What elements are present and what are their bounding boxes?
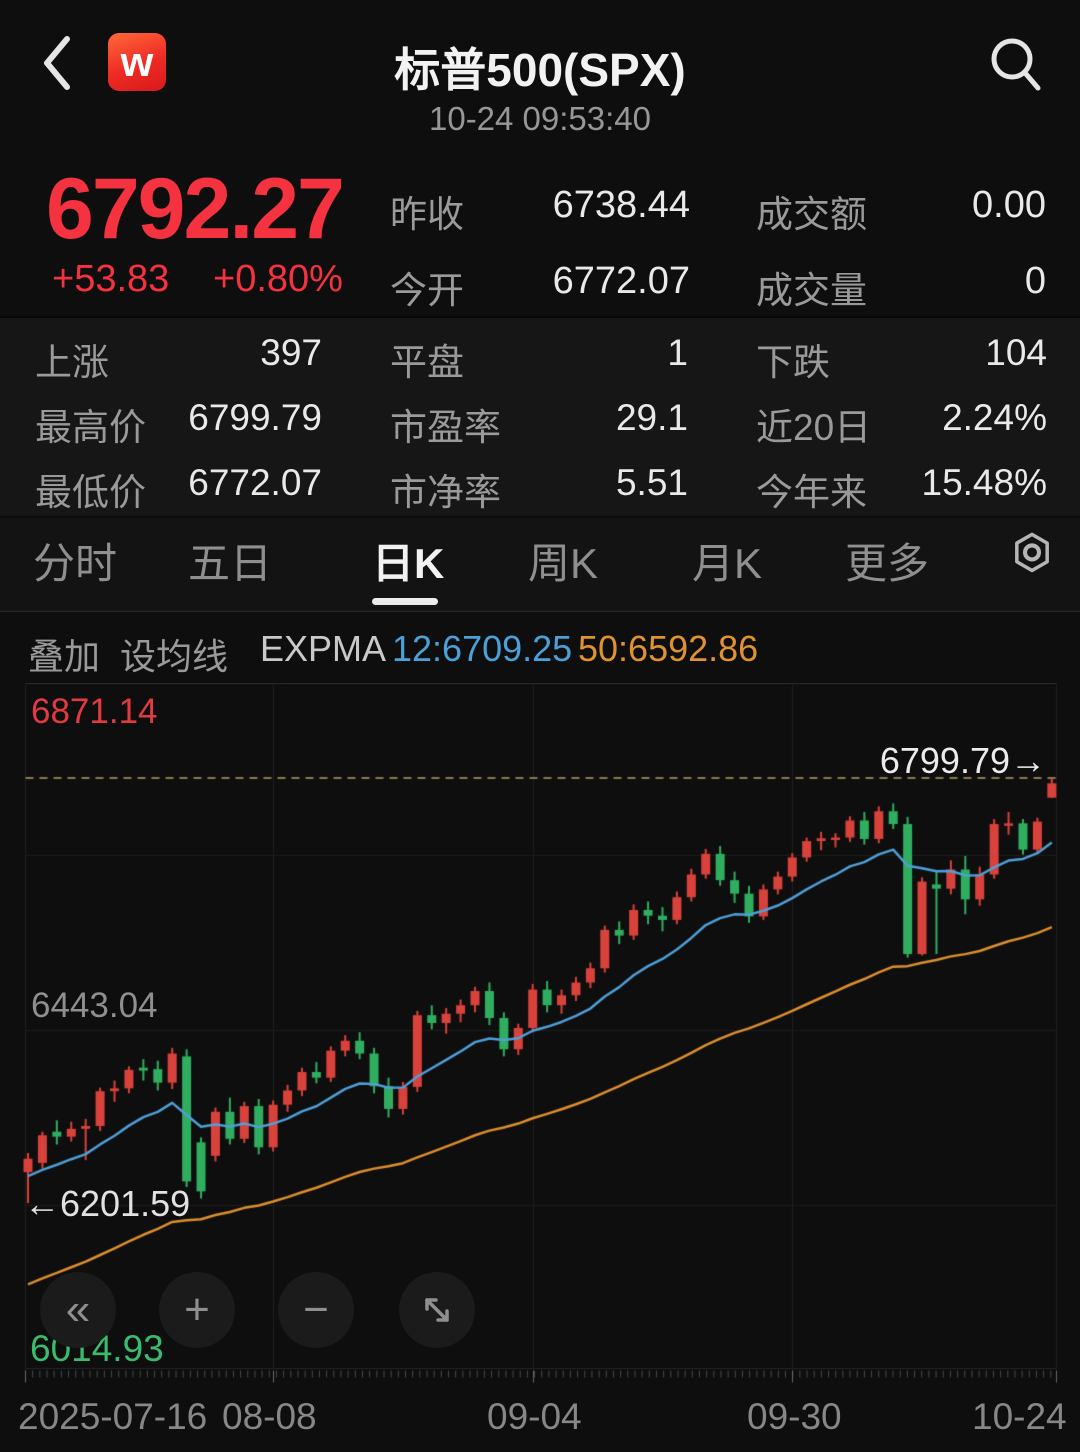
min-price-marker: ←6201.59: [24, 1183, 190, 1225]
zoom-in-button[interactable]: +: [159, 1272, 235, 1348]
unchanged-label: 平盘: [390, 342, 464, 383]
price-change-pct: +0.80%: [213, 258, 343, 300]
open-value: 6772.07: [552, 260, 690, 302]
turnover-label: 成交额: [756, 194, 867, 235]
back-button[interactable]: [40, 28, 100, 98]
x-axis-label: 09-04: [487, 1396, 582, 1437]
day-high-value: 6799.79: [188, 397, 322, 438]
quote-timestamp: 10-24 09:53:40: [428, 100, 652, 137]
pb-label: 市净率: [390, 472, 501, 513]
rewind-button[interactable]: «: [40, 1272, 116, 1348]
gear-icon: [1015, 532, 1049, 573]
last-price: 6792.27: [46, 161, 345, 257]
day-high-label: 最高价: [35, 407, 146, 448]
expand-icon: [425, 1298, 449, 1322]
day-low-label: 最低价: [35, 472, 146, 513]
volume-label: 成交量: [756, 270, 867, 311]
pe-label: 市盈率: [390, 407, 501, 448]
overlay-button[interactable]: 叠加: [28, 636, 101, 677]
expand-button[interactable]: [399, 1272, 475, 1348]
page-title: 标普500(SPX): [394, 44, 686, 96]
stats-panel: [0, 318, 1080, 516]
expma50-readout: 50:6592.86: [578, 628, 759, 669]
period-tab-bar: [0, 518, 1080, 612]
x-axis-label: 09-30: [747, 1396, 842, 1437]
last20d-label: 近20日: [756, 407, 872, 448]
decliners-label: 下跌: [756, 342, 830, 383]
zoom-out-button[interactable]: −: [278, 1272, 354, 1348]
axis-label-high: 6871.14: [31, 692, 158, 731]
day-low-value: 6772.07: [188, 462, 322, 503]
search-icon: [991, 38, 1041, 91]
prev-close-label: 昨收: [390, 194, 464, 235]
wind-logo-letter: w: [120, 38, 154, 85]
divider: [0, 611, 1080, 612]
divider: [0, 316, 1080, 318]
decliners-value: 104: [985, 332, 1047, 373]
price-change: +53.83: [52, 258, 170, 300]
max-arrow-icon: →: [1010, 740, 1046, 781]
x-axis-label: 08-08: [222, 1396, 317, 1437]
advancers-value: 397: [260, 332, 322, 373]
active-tab-underline: [372, 598, 438, 605]
volume-value: 0: [1024, 260, 1046, 302]
expma12-readout: 12:6709.25: [392, 628, 573, 669]
tab-intraday[interactable]: 分时: [33, 540, 118, 587]
set-ma-button[interactable]: 设均线: [120, 636, 229, 677]
max-price-text: 6799.79: [879, 740, 1010, 781]
open-label: 今开: [390, 270, 464, 311]
axis-label-mid: 6443.04: [31, 986, 158, 1025]
last20d-value: 2.24%: [942, 397, 1047, 438]
ytd-label: 今年来: [756, 472, 867, 513]
pe-value: 29.1: [615, 397, 688, 438]
tab-5day[interactable]: 五日: [188, 540, 273, 587]
x-axis-label: 2025-07-16: [18, 1396, 208, 1437]
back-icon: [44, 36, 70, 90]
wind-logo[interactable]: w: [108, 33, 166, 91]
chart-settings-button[interactable]: [1012, 532, 1052, 579]
pb-value: 5.51: [615, 462, 688, 503]
advancers-label: 上涨: [35, 342, 109, 383]
tab-more[interactable]: 更多: [845, 540, 930, 587]
ytd-value: 15.48%: [921, 462, 1048, 503]
tab-monthly-k[interactable]: 月K: [692, 540, 763, 587]
candlestick-chart[interactable]: [0, 683, 1080, 1392]
search-button[interactable]: [978, 24, 1054, 104]
tab-daily-k[interactable]: 日K: [372, 540, 445, 587]
x-axis-label: 10-24: [972, 1396, 1067, 1437]
turnover-value: 0.00: [972, 184, 1046, 226]
prev-close-value: 6738.44: [552, 184, 690, 226]
min-price-text: 6201.59: [60, 1183, 191, 1224]
unchanged-value: 1: [667, 332, 688, 373]
max-price-marker: 6799.79→: [880, 740, 1046, 782]
min-arrow-icon: ←: [24, 1183, 60, 1224]
indicator-name[interactable]: EXPMA: [260, 628, 387, 669]
tab-weekly-k[interactable]: 周K: [528, 540, 599, 587]
